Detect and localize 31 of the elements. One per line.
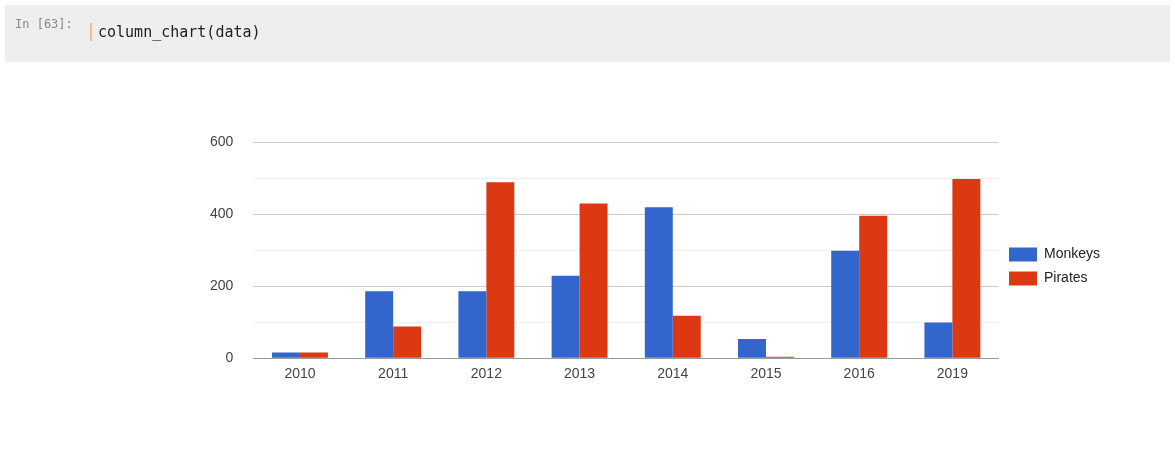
bar [365, 291, 394, 358]
x-tick-label: 2011 [378, 365, 409, 382]
legend-label: Monkeys [1043, 245, 1101, 262]
bar [486, 182, 515, 358]
bar [924, 322, 953, 358]
bar [579, 203, 608, 358]
x-tick-label: 2016 [843, 365, 875, 382]
x-tick-label: 2012 [470, 365, 503, 382]
bar [672, 315, 701, 358]
text: column_chart(data) [90, 23, 261, 41]
x-tick-label: 2019 [936, 365, 969, 382]
legend-label: Pirates [1043, 269, 1088, 286]
bar [393, 326, 422, 358]
bar [859, 215, 888, 358]
x-tick-label: 2010 [284, 365, 316, 382]
bar [831, 250, 860, 358]
bar [299, 352, 328, 358]
y-tick-label: 600 [210, 132, 234, 149]
bar [458, 291, 487, 358]
bar [644, 207, 673, 358]
y-tick-label: 0 [225, 349, 234, 366]
x-tick-label: 2014 [657, 365, 689, 382]
bar [551, 275, 580, 358]
y-tick-label: 200 [210, 276, 234, 293]
x-tick-label: 2013 [563, 365, 596, 382]
text: In [63]: [15, 17, 73, 31]
y-tick-label: 400 [210, 204, 234, 221]
bar [952, 179, 981, 358]
x-tick-label: 2015 [750, 365, 782, 382]
bar [272, 352, 300, 358]
bar [738, 339, 766, 358]
